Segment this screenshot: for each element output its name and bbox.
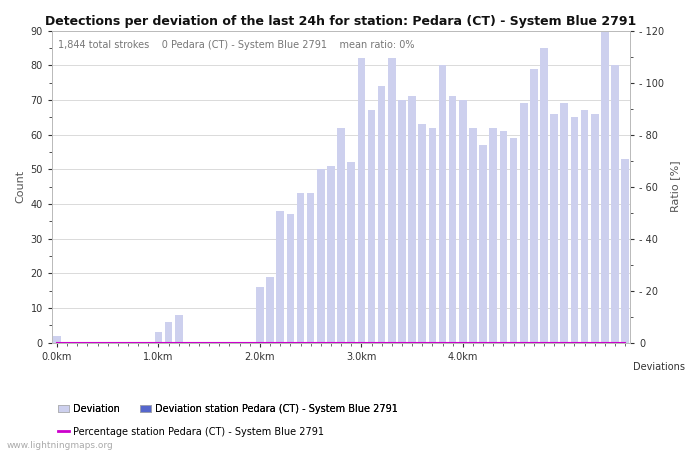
Bar (591, 114, 598, 342)
Bar (601, 31, 609, 342)
Bar (530, 69, 538, 342)
Bar (570, 117, 578, 342)
Bar (317, 169, 325, 342)
Bar (480, 145, 487, 342)
Text: 1,844 total strokes    0 Pedara (CT) - System Blue 2791    mean ratio: 0%: 1,844 total strokes 0 Pedara (CT) - Syst… (57, 40, 414, 50)
Bar (164, 322, 172, 342)
Y-axis label: Count: Count (15, 170, 25, 203)
Bar (256, 287, 264, 342)
Legend: Deviation, Deviation station Pedara (CT) - System Blue 2791: Deviation, Deviation station Pedara (CT)… (54, 400, 402, 418)
Bar (428, 128, 436, 342)
Bar (510, 138, 517, 342)
Bar (286, 214, 294, 342)
Text: www.lightningmaps.org: www.lightningmaps.org (7, 441, 113, 450)
Bar (550, 114, 558, 342)
Bar (175, 315, 183, 342)
Bar (388, 58, 395, 342)
Bar (368, 110, 375, 342)
Bar (347, 162, 355, 342)
Bar (408, 96, 416, 342)
Bar (581, 110, 589, 342)
Bar (266, 277, 274, 342)
Bar (489, 128, 497, 342)
Bar (297, 194, 304, 342)
Bar (611, 65, 619, 342)
Bar (469, 128, 477, 342)
Bar (561, 104, 568, 342)
Bar (307, 194, 314, 342)
Title: Detections per deviation of the last 24h for station: Pedara (CT) - System Blue : Detections per deviation of the last 24h… (46, 15, 637, 28)
Bar (337, 128, 345, 342)
Bar (622, 159, 629, 342)
Bar (419, 124, 426, 342)
Bar (378, 86, 386, 342)
Bar (155, 332, 162, 342)
Bar (449, 96, 456, 342)
Bar (540, 48, 548, 342)
Bar (53, 336, 61, 342)
Legend: Percentage station Pedara (CT) - System Blue 2791: Percentage station Pedara (CT) - System … (54, 423, 328, 441)
Bar (520, 104, 528, 342)
Bar (358, 58, 365, 342)
Bar (327, 166, 335, 342)
Bar (459, 100, 467, 342)
Bar (500, 131, 507, 342)
Bar (439, 65, 447, 342)
Bar (398, 100, 406, 342)
Text: Deviations: Deviations (633, 362, 685, 372)
Y-axis label: Ratio [%]: Ratio [%] (670, 161, 680, 212)
Bar (276, 211, 284, 342)
